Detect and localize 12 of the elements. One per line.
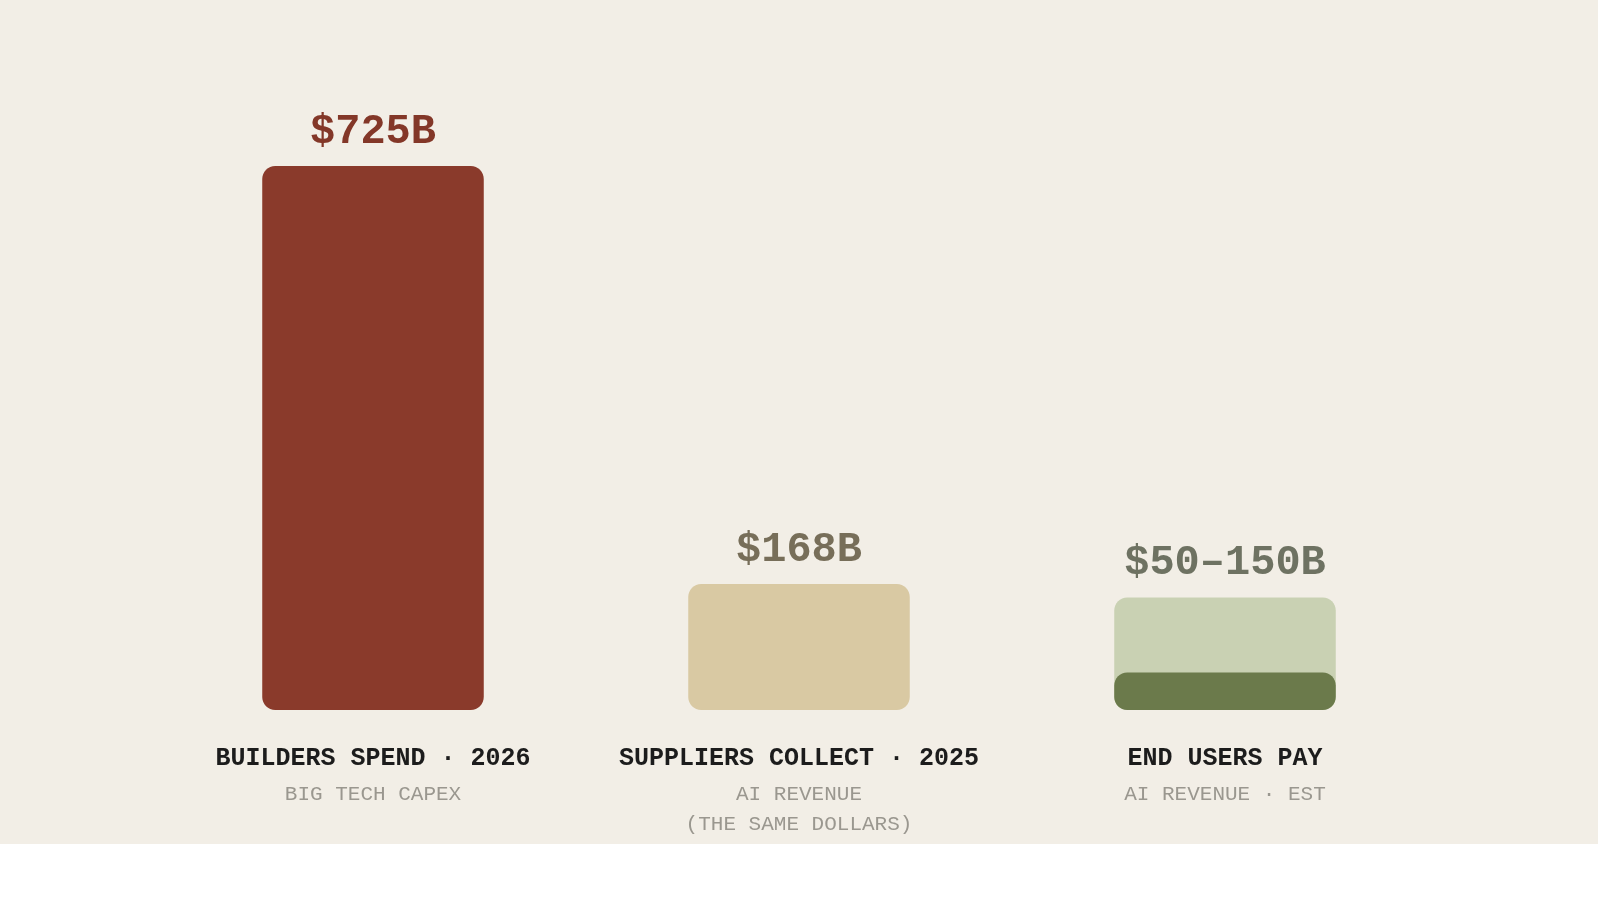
x-tick-label: SUPPLIERS COLLECT · 2025 bbox=[618, 743, 980, 773]
x-tick-label: BUILDERS SPEND · 2026 bbox=[215, 743, 531, 773]
bar bbox=[262, 166, 484, 710]
x-tick-label: END USERS PAY bbox=[1127, 743, 1323, 773]
data-label: $168B bbox=[735, 525, 863, 574]
bar bbox=[688, 583, 910, 710]
data-label: $50–150B bbox=[1124, 539, 1326, 588]
text: BIG TECH CAPEX bbox=[284, 783, 462, 806]
bar bbox=[1114, 672, 1336, 710]
text: AI REVENUE · EST bbox=[1124, 783, 1326, 806]
data-label: $725B bbox=[309, 108, 437, 156]
text: AI REVENUE (THE SAME DOLLARS) bbox=[685, 783, 913, 836]
